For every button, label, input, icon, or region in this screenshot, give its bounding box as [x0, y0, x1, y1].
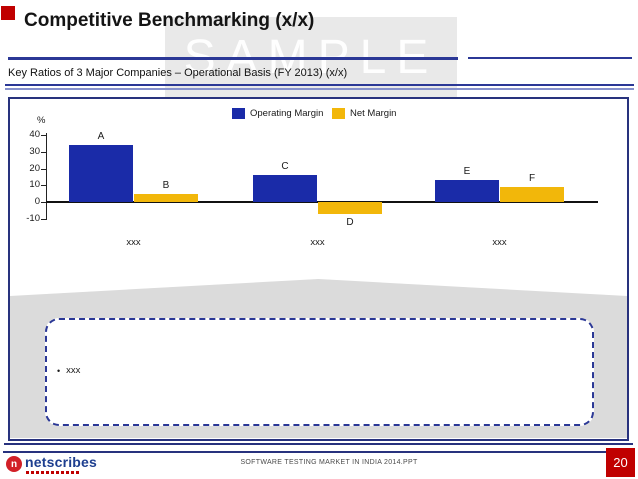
legend-label-operating-margin: Operating Margin — [250, 108, 324, 119]
subtitle-divider-bottom — [5, 88, 634, 90]
legend-label-net-margin: Net Margin — [350, 108, 397, 119]
legend-item-operating-margin: Operating Margin — [232, 108, 323, 119]
note-dashed-box — [45, 318, 594, 426]
netscribes-tagline — [26, 471, 80, 474]
slide-subtitle: Key Ratios of 3 Major Companies – Operat… — [8, 67, 348, 79]
note-bullet-item: • xxx — [57, 365, 80, 376]
page-title: Competitive Benchmarking (x/x) — [24, 10, 315, 31]
page-number-badge: 20 — [606, 448, 635, 477]
footer-divider-bottom — [3, 451, 635, 453]
y-axis-unit-label: % — [37, 115, 46, 126]
subtitle-divider-top — [5, 84, 634, 86]
page-number: 20 — [613, 455, 628, 470]
corner-red-square — [1, 6, 15, 20]
netscribes-logo-icon: n — [6, 456, 22, 472]
note-bullet-text: xxx — [66, 365, 81, 376]
legend-swatch-operating-margin — [232, 108, 245, 119]
footer-document-name: SOFTWARE TESTING MARKET IN INDIA 2014.PP… — [240, 459, 418, 466]
legend-swatch-net-margin — [332, 108, 345, 119]
bullet-icon: • — [57, 365, 61, 376]
footer-divider-top — [4, 443, 633, 445]
y-axis-line — [46, 133, 47, 220]
title-underline-right — [468, 57, 632, 59]
netscribes-logo-text: netscribes — [25, 454, 98, 470]
title-underline-left — [8, 57, 458, 60]
legend-item-net-margin: Net Margin — [332, 108, 396, 119]
x-axis-baseline — [46, 201, 598, 203]
